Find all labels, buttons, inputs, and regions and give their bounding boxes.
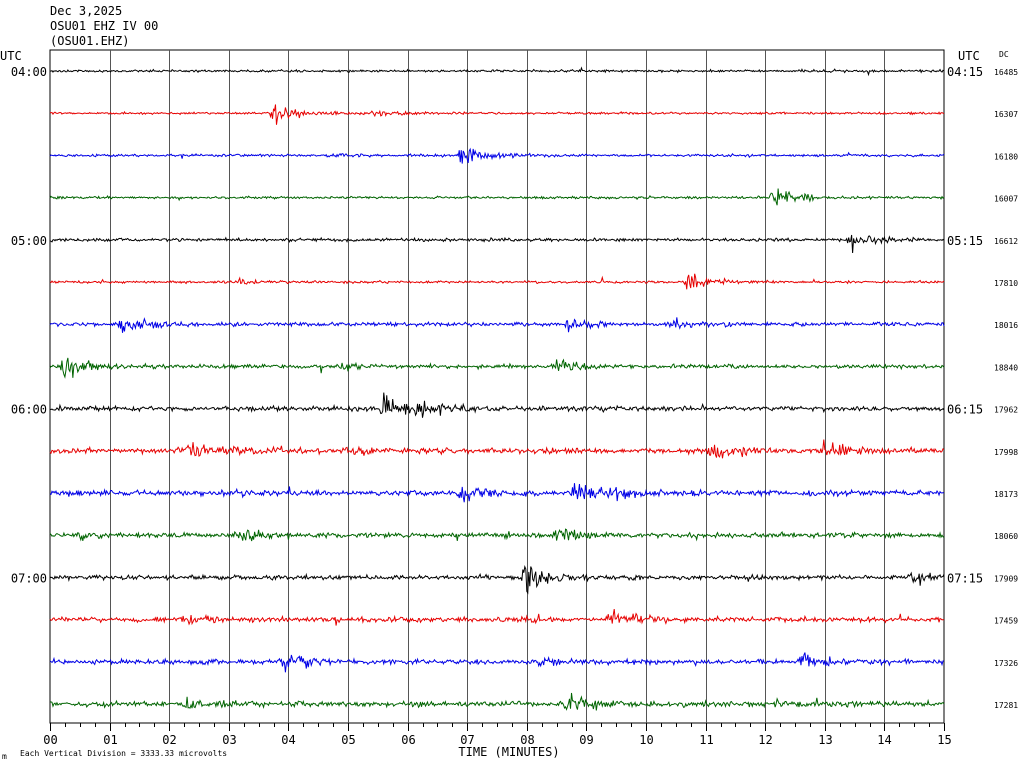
dc-offset-label: 16007 bbox=[994, 195, 1018, 204]
dc-offset-label: 17326 bbox=[994, 659, 1018, 668]
dc-offset-label: 17909 bbox=[994, 574, 1018, 583]
left-utc-label: UTC bbox=[0, 49, 22, 63]
x-tick-label: 05 bbox=[341, 733, 355, 747]
trace-11 bbox=[49, 483, 945, 503]
trace-12 bbox=[49, 528, 945, 542]
left-time-label: 04:00 bbox=[11, 65, 47, 79]
x-tick-label: 15 bbox=[937, 733, 951, 747]
dc-offset-label: 17998 bbox=[994, 448, 1018, 457]
right-time-label: 07:15 bbox=[947, 571, 983, 585]
left-time-label: 07:00 bbox=[11, 571, 47, 585]
x-tick-label: 13 bbox=[818, 733, 832, 747]
right-utc-label: UTC bbox=[958, 49, 980, 63]
header-channel: (OSU01.EHZ) bbox=[50, 34, 130, 48]
trace-2 bbox=[49, 104, 945, 125]
dc-offset-label: 16485 bbox=[994, 68, 1018, 77]
right-time-label: 05:15 bbox=[947, 234, 983, 248]
dc-offset-label: 17810 bbox=[994, 279, 1018, 288]
dc-offset-label: 18173 bbox=[994, 490, 1018, 499]
trace-14 bbox=[49, 608, 945, 626]
dc-offset-label: 18840 bbox=[994, 363, 1018, 372]
dc-offset-label: 16307 bbox=[994, 110, 1018, 119]
footer-division-note: Each Vertical Division = 3333.33 microvo… bbox=[20, 749, 228, 758]
x-tick-label: 02 bbox=[162, 733, 176, 747]
left-time-label: 06:00 bbox=[11, 403, 47, 417]
footer-mark: m bbox=[2, 752, 7, 761]
header-date: Dec 3,2025 bbox=[50, 4, 123, 18]
dc-offset-label: 16612 bbox=[994, 237, 1018, 246]
header-station: OSU01 EHZ IV 00 bbox=[50, 19, 159, 33]
trace-5 bbox=[49, 234, 945, 254]
x-tick-label: 03 bbox=[222, 733, 236, 747]
trace-15 bbox=[49, 652, 945, 673]
x-tick-label: 00 bbox=[43, 733, 57, 747]
x-tick-label: 10 bbox=[639, 733, 653, 747]
dc-offset-label: 18016 bbox=[994, 321, 1018, 330]
x-tick-label: 01 bbox=[103, 733, 117, 747]
x-tick-label: 14 bbox=[877, 733, 891, 747]
trace-6 bbox=[49, 273, 945, 290]
dc-offset-label: 18060 bbox=[994, 532, 1018, 541]
trace-9 bbox=[49, 392, 945, 418]
dc-offset-label: 17459 bbox=[994, 617, 1018, 626]
x-axis-label: TIME (MINUTES) bbox=[458, 745, 559, 759]
trace-13 bbox=[49, 565, 945, 595]
left-time-label: 05:00 bbox=[11, 234, 47, 248]
dc-offset-label: 17281 bbox=[994, 701, 1018, 710]
x-tick-label: 09 bbox=[579, 733, 593, 747]
trace-4 bbox=[49, 188, 945, 206]
right-time-label: 04:15 bbox=[947, 65, 983, 79]
x-tick-label: 11 bbox=[699, 733, 713, 747]
trace-8 bbox=[49, 357, 945, 379]
right-time-label: 06:15 bbox=[947, 403, 983, 417]
trace-7 bbox=[49, 317, 945, 333]
trace-1 bbox=[49, 66, 945, 77]
dc-offset-label: 17962 bbox=[994, 406, 1018, 415]
trace-10 bbox=[49, 439, 945, 459]
trace-16 bbox=[49, 692, 945, 711]
x-tick-label: 12 bbox=[758, 733, 772, 747]
x-tick-label: 07 bbox=[460, 733, 474, 747]
trace-3 bbox=[49, 147, 945, 164]
x-tick-label: 04 bbox=[281, 733, 295, 747]
dc-label: DC bbox=[999, 50, 1009, 59]
x-tick-label: 06 bbox=[401, 733, 415, 747]
x-tick-label: 08 bbox=[520, 733, 534, 747]
dc-offset-label: 16180 bbox=[994, 152, 1018, 161]
